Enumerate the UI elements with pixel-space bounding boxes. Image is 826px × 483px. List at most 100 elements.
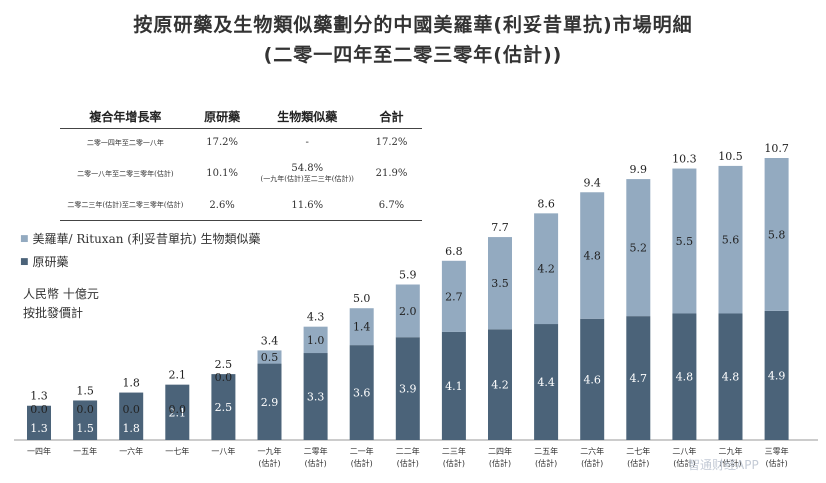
x-tick-label: 三零年	[765, 446, 789, 456]
bar-originator	[534, 324, 559, 440]
bar-originator	[488, 329, 512, 440]
price-basis-label: 按批發價計	[23, 306, 84, 320]
label-biosimilar-value: 5.8	[768, 228, 786, 241]
label-total-value: 5.9	[399, 269, 417, 282]
cagr-header-total: 合計	[360, 105, 422, 129]
bar-originator	[165, 384, 190, 440]
x-tick-label: 一六年	[119, 446, 143, 456]
x-tick-label: (估計)	[397, 458, 419, 468]
label-originator-value: 3.6	[353, 387, 371, 400]
label-originator-value: 3.3	[307, 391, 325, 404]
legend-originator: ■ 原研藥	[20, 253, 69, 270]
label-biosimilar-value: 4.8	[583, 250, 601, 263]
bar-originator	[764, 310, 789, 440]
bar-originator	[27, 405, 51, 440]
label-total-value: 5.0	[353, 292, 371, 305]
x-tick-label: 二七年	[626, 446, 650, 456]
unit-label: 人民幣 十億元	[23, 287, 99, 301]
x-tick-label: (估計)	[627, 458, 649, 468]
bar-biosimilar	[488, 237, 512, 330]
label-biosimilar-value: 0.0	[30, 403, 48, 416]
label-biosimilar-value: 5.5	[676, 235, 694, 248]
x-tick-label: 二六年	[580, 446, 604, 456]
label-originator-value: 1.5	[76, 422, 94, 435]
cagr-biosimilar: 54.8%	[291, 163, 324, 174]
bar-biosimilar	[441, 260, 466, 332]
bar-biosimilar	[626, 179, 651, 317]
x-tick-label: 二四年	[488, 446, 512, 456]
label-biosimilar-value: 2.7	[445, 290, 463, 303]
cagr-originator: 2.6%	[190, 190, 254, 221]
x-tick-label: 二九年	[719, 446, 743, 456]
x-tick-label: (估計)	[351, 458, 373, 468]
bar-originator	[257, 363, 282, 440]
label-total-value: 10.3	[672, 153, 697, 166]
bar-biosimilar	[580, 192, 605, 319]
cagr-biosimilar: -	[305, 137, 309, 149]
label-biosimilar-value: 0.0	[215, 371, 233, 384]
label-originator-value: 4.4	[537, 376, 555, 389]
label-originator-value: 1.3	[30, 422, 48, 435]
bar-originator	[626, 316, 651, 440]
chart-title: 按原研藥及生物類似藥劃分的中國美羅華(利妥昔單抗)市場明細	[133, 14, 693, 36]
label-total-value: 9.4	[583, 176, 601, 189]
bar-originator	[211, 374, 236, 440]
x-tick-label: (估計)	[443, 458, 465, 468]
label-biosimilar-value: 2.0	[399, 305, 417, 318]
cagr-row: 二零一八年至二零三零年(估計) 10.1% 54.8% (一九年(估計)至二三年…	[60, 157, 422, 191]
label-biosimilar-value: 5.2	[630, 242, 648, 255]
label-total-value: 10.7	[764, 142, 789, 155]
label-originator-value: 4.8	[676, 371, 694, 384]
label-total-value: 9.9	[630, 163, 648, 176]
label-biosimilar-value: 0.5	[261, 351, 279, 364]
label-biosimilar-value: 0.0	[169, 403, 187, 416]
label-originator-value: 4.7	[630, 372, 648, 385]
bar-originator	[580, 318, 605, 440]
label-biosimilar-value: 1.0	[307, 334, 325, 347]
x-tick-label: (估計)	[765, 458, 787, 468]
label-originator-value: 4.1	[445, 380, 463, 393]
label-total-value: 2.5	[215, 358, 233, 371]
cagr-row: 二零一四年至二零一八年 17.2% - 17.2%	[60, 129, 422, 157]
cagr-period: 二零一八年至二零三零年(估計)	[77, 169, 174, 178]
x-tick-label: 二三年	[442, 446, 466, 456]
bar-biosimilar	[349, 308, 374, 346]
label-total-value: 4.3	[307, 311, 325, 324]
legend-biosimilar: ■ 美羅華/ Rituxan (利妥昔單抗) 生物類似藥	[20, 230, 260, 247]
x-tick-label: 一五年	[73, 446, 97, 456]
cagr-originator: 17.2%	[206, 137, 238, 149]
label-biosimilar-value: 4.2	[537, 263, 555, 276]
x-tick-label: 一八年	[211, 446, 235, 456]
label-biosimilar-value: 1.4	[353, 321, 371, 334]
label-originator-value: 3.9	[399, 383, 417, 396]
bar-originator	[303, 353, 328, 440]
legend-originator-swatch: ■	[20, 256, 29, 267]
cagr-header-period: 複合年增長率	[60, 105, 191, 129]
x-tick-label: (估計)	[258, 458, 280, 468]
x-tick-label: (估計)	[581, 458, 603, 468]
x-tick-label: (估計)	[535, 458, 557, 468]
cagr-table: 複合年增長率 原研藥 生物類似藥 合計 二零一四年至二零一八年 17.2% - …	[60, 105, 422, 221]
bar-biosimilar	[534, 213, 559, 325]
x-tick-label: (估計)	[304, 458, 326, 468]
cagr-biosimilar-note: (一九年(估計)至二三年(估計))	[260, 175, 354, 183]
x-tick-label: (估計)	[719, 458, 741, 468]
bar-originator	[119, 392, 144, 440]
x-tick-label: 二二年	[396, 446, 420, 456]
label-originator-value: 4.9	[768, 369, 786, 382]
bar-originator	[672, 313, 697, 440]
label-total-value: 7.7	[491, 221, 509, 234]
x-tick-label: 二一年	[350, 446, 374, 456]
label-biosimilar-value: 0.0	[76, 403, 94, 416]
label-total-value: 10.5	[718, 150, 743, 163]
x-tick-label: 二五年	[534, 446, 558, 456]
label-total-value: 3.4	[261, 334, 279, 347]
label-total-value: 8.6	[537, 197, 555, 210]
label-biosimilar-value: 3.5	[491, 277, 509, 290]
cagr-total: 21.9%	[375, 168, 408, 179]
legend-biosimilar-swatch: ■	[20, 233, 29, 244]
bar-biosimilar	[764, 158, 789, 311]
watermark: 智通财经APP	[688, 458, 759, 472]
cagr-header-originator: 原研藥	[190, 105, 254, 129]
